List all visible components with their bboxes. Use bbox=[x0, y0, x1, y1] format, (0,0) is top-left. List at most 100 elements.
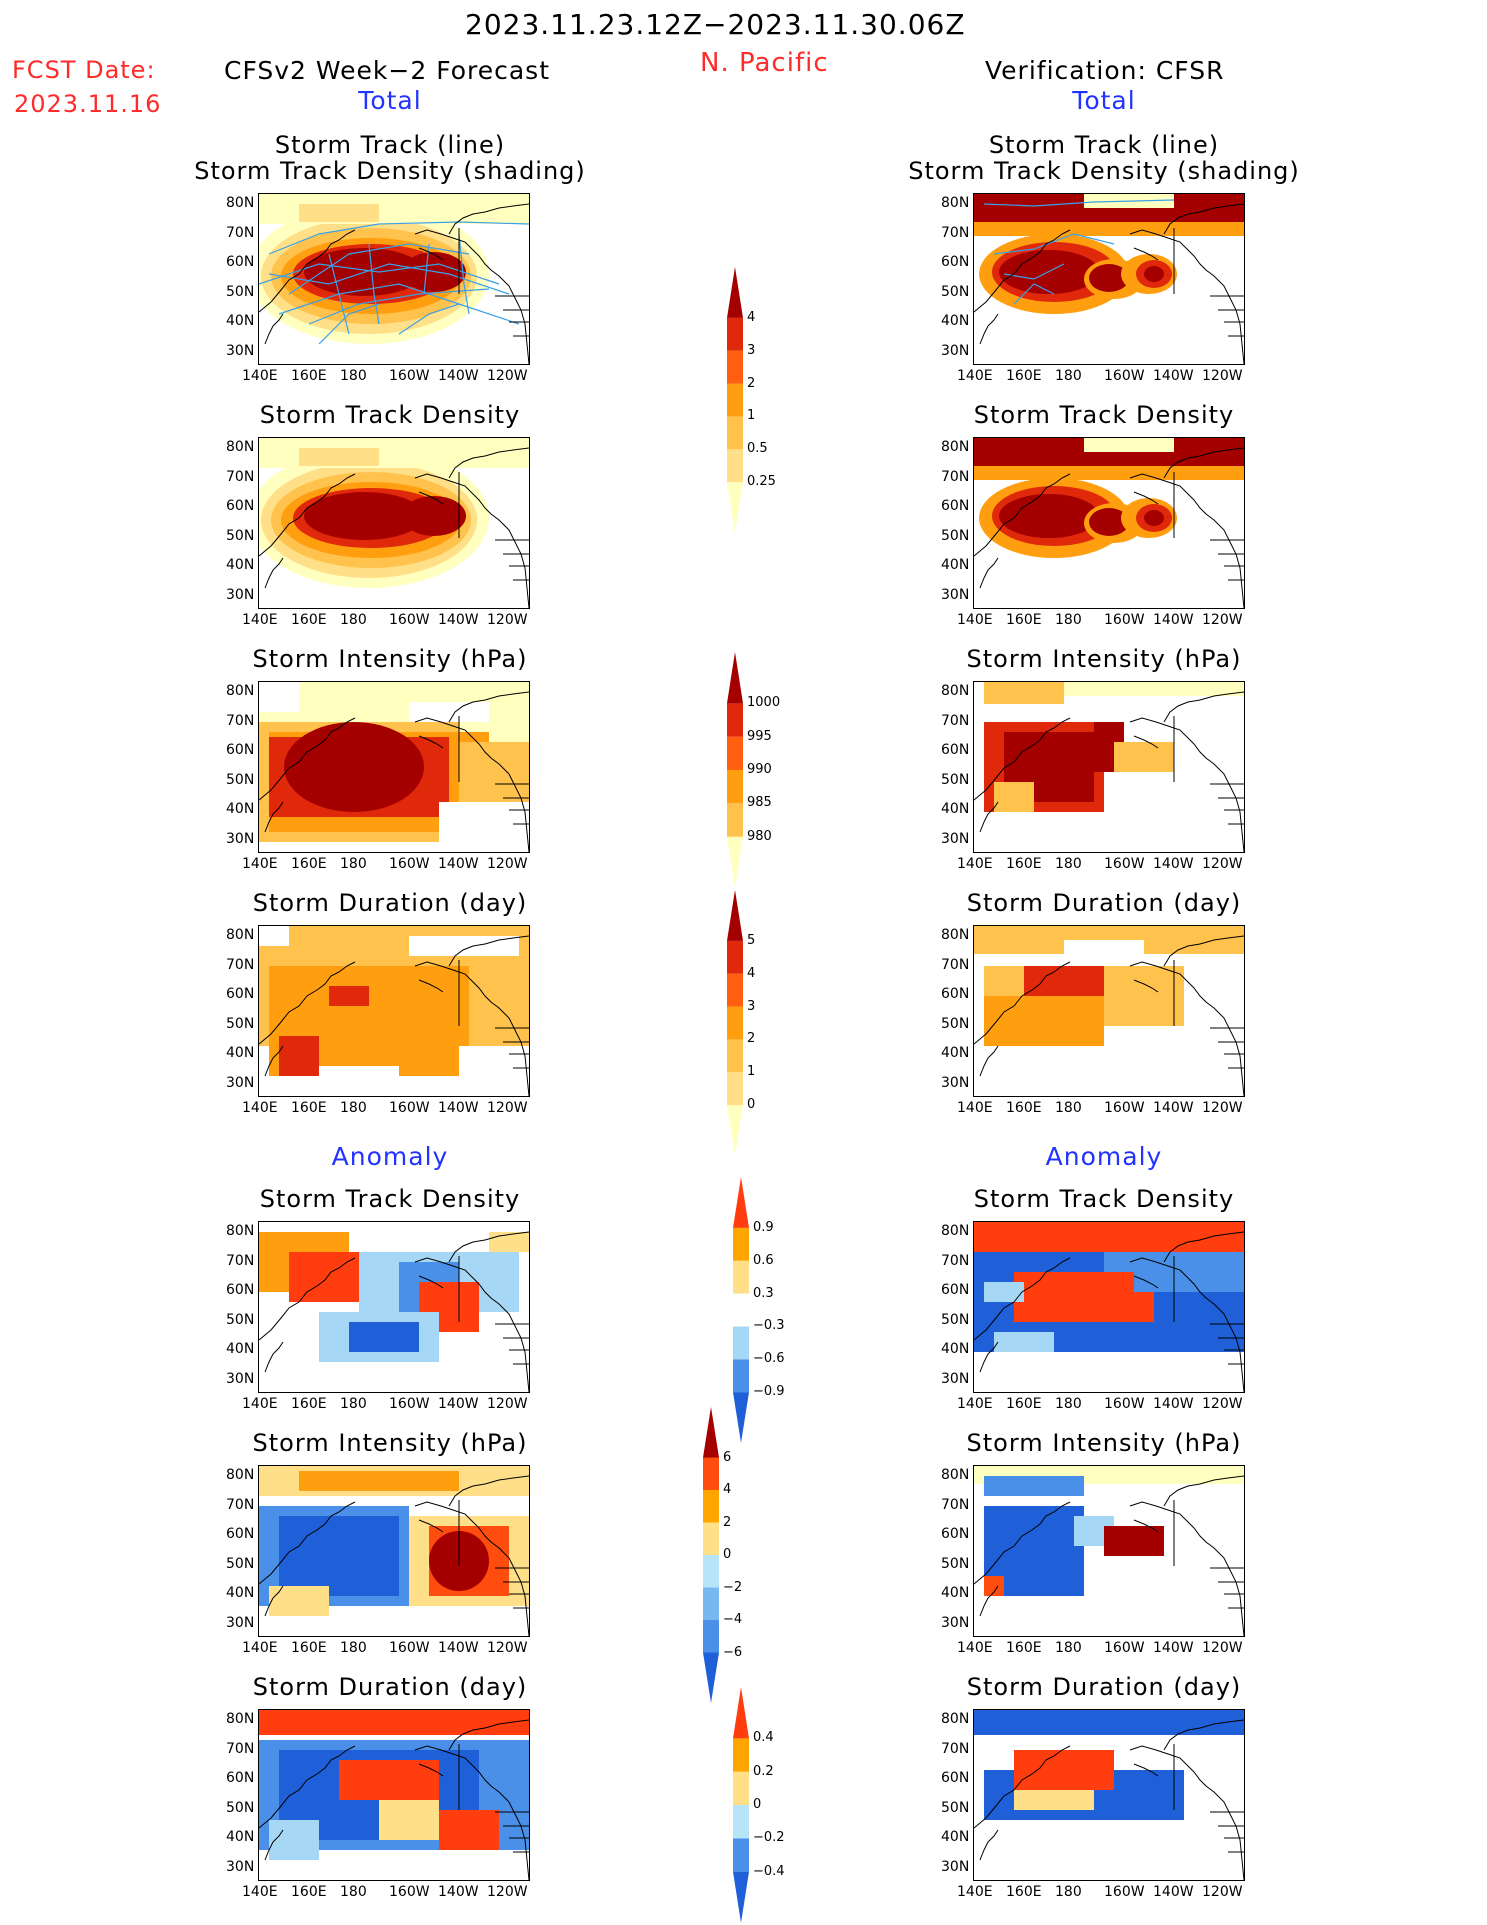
fcst-date-value: 2023.11.16 bbox=[14, 90, 162, 118]
lat-label-80n: 80N bbox=[226, 1223, 255, 1239]
lat-label-50n: 50N bbox=[226, 1311, 255, 1328]
lat-label-40n: 40N bbox=[226, 1341, 255, 1357]
fcst-date-label: FCST Date: bbox=[12, 56, 156, 84]
lat-label-60n: 60N bbox=[226, 986, 255, 1002]
lon-label-140e: 140E bbox=[957, 368, 993, 384]
lon-label-140w: 140W bbox=[1153, 612, 1194, 628]
right-st-line-title-1: Storm Track (line) bbox=[988, 131, 1220, 159]
right-total-label: Total bbox=[1072, 86, 1136, 115]
lat-label-50n: 50N bbox=[941, 1799, 970, 1816]
lon-label-160w: 160W bbox=[389, 1640, 430, 1656]
left-anom-intensity-title: Storm Intensity (hPa) bbox=[252, 1429, 528, 1457]
colorbar-tick-label: 990 bbox=[747, 762, 772, 777]
colorbar-tick-label: −0.6 bbox=[753, 1351, 785, 1367]
lat-label-40n: 40N bbox=[226, 557, 255, 573]
lat-label-70n: 70N bbox=[941, 1252, 970, 1269]
lat-label-50n: 50N bbox=[226, 1799, 255, 1816]
lon-label-140w: 140W bbox=[438, 368, 479, 384]
lon-label-140e: 140E bbox=[242, 1640, 278, 1656]
lon-label-120w: 120W bbox=[487, 612, 528, 628]
lon-label-140e: 140E bbox=[957, 1884, 993, 1900]
lat-label-50n: 50N bbox=[941, 283, 970, 300]
lon-label-120w: 120W bbox=[1202, 1640, 1243, 1656]
lon-label-140w: 140W bbox=[438, 1396, 479, 1412]
lon-label-180: 180 bbox=[1055, 1640, 1082, 1656]
lon-label-160e: 160E bbox=[291, 612, 327, 628]
lat-label-70n: 70N bbox=[941, 712, 970, 729]
colorbar-tick-label: 0.5 bbox=[747, 441, 768, 457]
lon-label-160e: 160E bbox=[291, 1884, 327, 1900]
lat-label-30n: 30N bbox=[226, 830, 255, 847]
right-anom-duration-title: Storm Duration (day) bbox=[966, 1673, 1242, 1701]
lat-label-70n: 70N bbox=[941, 468, 970, 485]
verif-intensity-map bbox=[973, 681, 1245, 853]
lon-label-180: 180 bbox=[340, 1884, 367, 1900]
lon-label-120w: 120W bbox=[487, 1100, 528, 1116]
colorbar-intensity bbox=[727, 652, 743, 888]
lon-label-160w: 160W bbox=[1104, 368, 1145, 384]
right-anom-intensity-title: Storm Intensity (hPa) bbox=[966, 1429, 1242, 1457]
lon-label-160e: 160E bbox=[291, 856, 327, 872]
lon-label-120w: 120W bbox=[1202, 1396, 1243, 1412]
lat-label-80n: 80N bbox=[941, 1711, 970, 1727]
lat-label-30n: 30N bbox=[226, 586, 255, 603]
lat-label-60n: 60N bbox=[941, 254, 970, 270]
lon-label-140w: 140W bbox=[438, 612, 479, 628]
lat-label-60n: 60N bbox=[941, 498, 970, 514]
lat-label-40n: 40N bbox=[226, 801, 255, 817]
lat-label-30n: 30N bbox=[941, 586, 970, 603]
lat-label-40n: 40N bbox=[941, 1585, 970, 1601]
lat-label-50n: 50N bbox=[941, 1311, 970, 1328]
lat-label-40n: 40N bbox=[226, 313, 255, 329]
lon-label-140e: 140E bbox=[242, 1884, 278, 1900]
lon-label-160w: 160W bbox=[1104, 1396, 1145, 1412]
verif-anom-duration-map bbox=[973, 1709, 1245, 1881]
lat-label-40n: 40N bbox=[941, 1829, 970, 1845]
lat-label-70n: 70N bbox=[941, 956, 970, 973]
colorbar-tick-label: 2 bbox=[723, 1514, 732, 1530]
lon-label-160w: 160W bbox=[389, 856, 430, 872]
left-duration-title: Storm Duration (day) bbox=[252, 889, 528, 917]
left-intensity-title: Storm Intensity (hPa) bbox=[252, 645, 528, 673]
lat-label-50n: 50N bbox=[226, 1555, 255, 1572]
lat-label-30n: 30N bbox=[941, 1074, 970, 1091]
colorbar-anom-duration bbox=[733, 1687, 749, 1923]
lon-label-120w: 120W bbox=[487, 368, 528, 384]
lat-label-40n: 40N bbox=[941, 1045, 970, 1061]
lat-label-30n: 30N bbox=[226, 1614, 255, 1631]
lon-label-140w: 140W bbox=[1153, 856, 1194, 872]
lon-label-160w: 160W bbox=[1104, 612, 1145, 628]
lat-label-40n: 40N bbox=[941, 801, 970, 817]
colorbar-tick-label: −0.4 bbox=[753, 1863, 785, 1879]
lat-label-40n: 40N bbox=[226, 1829, 255, 1845]
left-anom-density-title: Storm Track Density bbox=[259, 1185, 521, 1213]
lat-label-80n: 80N bbox=[226, 439, 255, 455]
lon-label-140w: 140W bbox=[438, 1884, 479, 1900]
colorbar-tick-label: 0.2 bbox=[753, 1763, 774, 1779]
lat-label-60n: 60N bbox=[226, 742, 255, 758]
colorbar-duration bbox=[727, 890, 743, 1156]
colorbar-tick-label: −0.9 bbox=[753, 1384, 785, 1400]
lon-label-140w: 140W bbox=[438, 1100, 479, 1116]
lon-label-180: 180 bbox=[1055, 368, 1082, 384]
colorbar-tick-label: 5 bbox=[747, 932, 756, 948]
lat-label-70n: 70N bbox=[226, 224, 255, 241]
lat-label-70n: 70N bbox=[941, 1740, 970, 1757]
lat-label-50n: 50N bbox=[226, 1015, 255, 1032]
lon-label-180: 180 bbox=[340, 612, 367, 628]
left-density-title: Storm Track Density bbox=[259, 401, 521, 429]
lat-label-60n: 60N bbox=[226, 1282, 255, 1298]
lat-label-60n: 60N bbox=[226, 1526, 255, 1542]
verif-duration-map bbox=[973, 925, 1245, 1097]
lat-label-30n: 30N bbox=[941, 1370, 970, 1387]
lon-label-160e: 160E bbox=[1006, 1100, 1042, 1116]
lon-label-140w: 140W bbox=[1153, 368, 1194, 384]
left-st-line-title-1: Storm Track (line) bbox=[274, 131, 506, 159]
lat-label-60n: 60N bbox=[226, 1770, 255, 1786]
right-duration-title: Storm Duration (day) bbox=[966, 889, 1242, 917]
lon-label-160e: 160E bbox=[291, 368, 327, 384]
lat-label-70n: 70N bbox=[941, 224, 970, 241]
lat-label-30n: 30N bbox=[226, 1858, 255, 1875]
lat-label-60n: 60N bbox=[941, 742, 970, 758]
lon-label-180: 180 bbox=[340, 1100, 367, 1116]
